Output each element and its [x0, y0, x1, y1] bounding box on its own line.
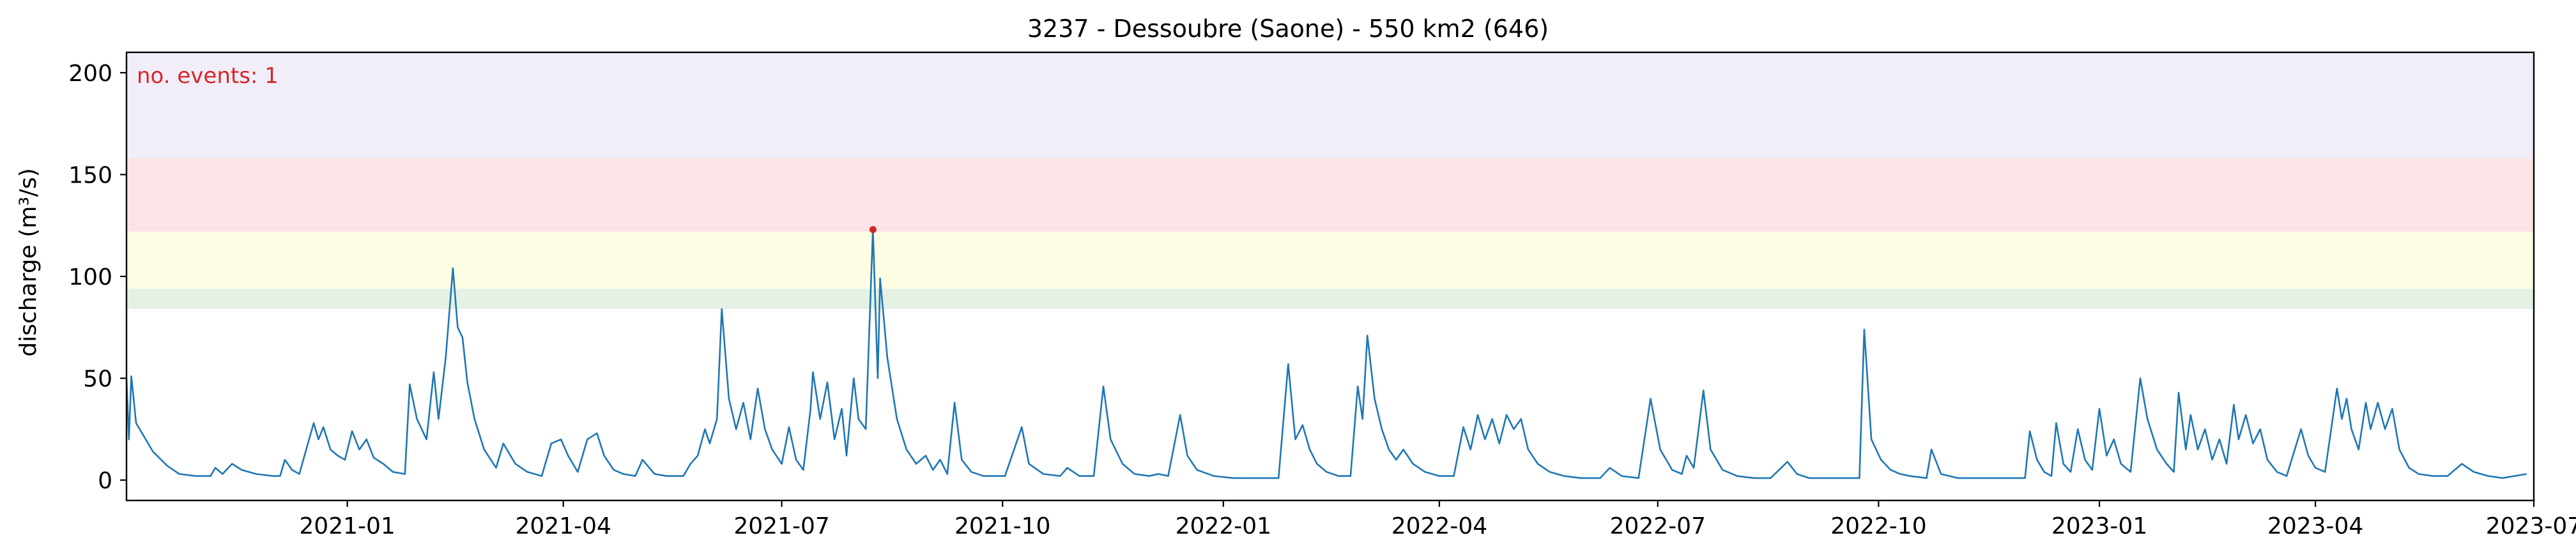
x-tick-label-2022-07: 2022-07	[1610, 513, 1706, 539]
threshold-band-1	[126, 289, 2534, 310]
y-tick-label-100: 100	[68, 264, 112, 290]
y-axis: 0 50 100 150 200	[68, 61, 126, 494]
threshold-bands	[126, 52, 2534, 310]
chart-title: 3237 - Dessoubre (Saone) - 550 km2 (646)	[1027, 15, 1549, 43]
x-axis: 2021-01 2021-04 2021-07 2021-10 2022-01 2022-…	[299, 500, 2576, 539]
y-axis-label: discharge (m³/s)	[15, 168, 42, 356]
x-tick-label-2022-01: 2022-01	[1176, 513, 1271, 539]
x-tick-label-2021-01: 2021-01	[299, 513, 395, 539]
series-layer	[125, 229, 2527, 479]
threshold-band-4	[126, 52, 2534, 158]
threshold-band-3	[126, 158, 2534, 232]
x-tick-label-2021-04: 2021-04	[516, 513, 611, 539]
x-tick-label-2022-10: 2022-10	[1830, 513, 1926, 539]
x-tick-label-2023-07: 2023-07	[2486, 513, 2576, 539]
series-line-1	[125, 229, 2527, 479]
y-tick-label-0: 0	[98, 468, 112, 494]
event-count-annotation: no. events: 1	[137, 63, 279, 89]
y-tick-label-200: 200	[68, 61, 112, 87]
x-tick-label-2021-07: 2021-07	[733, 513, 829, 539]
event-markers	[869, 226, 877, 234]
x-tick-label-2022-04: 2022-04	[1392, 513, 1487, 539]
y-tick-label-150: 150	[68, 162, 112, 188]
event-marker-1	[869, 226, 877, 234]
x-tick-label-2021-10: 2021-10	[954, 513, 1050, 539]
threshold-band-2	[126, 231, 2534, 289]
x-tick-label-2023-01: 2023-01	[2051, 513, 2147, 539]
y-tick-label-50: 50	[83, 366, 112, 393]
x-tick-label-2023-04: 2023-04	[2267, 513, 2363, 539]
